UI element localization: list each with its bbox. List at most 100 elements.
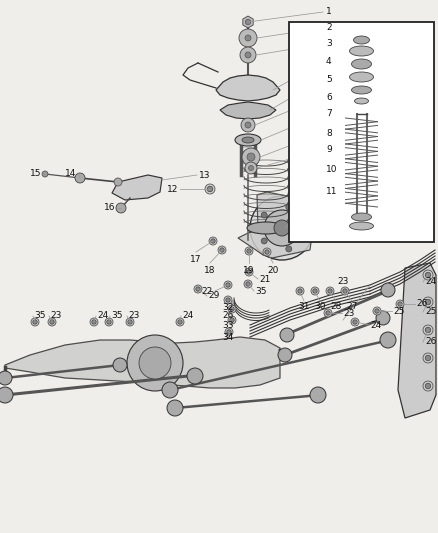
Ellipse shape [350,72,374,82]
Circle shape [278,348,292,362]
Circle shape [176,318,184,326]
Circle shape [194,285,202,293]
Circle shape [205,184,215,194]
Circle shape [274,220,290,236]
Circle shape [423,353,433,363]
Circle shape [280,328,294,342]
Circle shape [245,162,257,174]
Text: 35: 35 [111,311,123,320]
Circle shape [301,225,307,231]
Circle shape [162,382,178,398]
Circle shape [228,316,236,324]
Circle shape [245,35,251,41]
Text: 14: 14 [65,168,76,177]
Circle shape [90,318,98,326]
Circle shape [353,320,357,324]
Polygon shape [5,337,280,388]
Circle shape [373,307,381,315]
Circle shape [113,358,127,372]
Text: 22: 22 [202,287,213,295]
Circle shape [296,287,304,295]
Circle shape [324,309,332,317]
Text: 27: 27 [346,302,358,311]
Text: 26: 26 [416,300,427,309]
Circle shape [264,210,300,246]
Circle shape [425,327,431,333]
Circle shape [247,249,251,253]
Text: 2: 2 [326,23,332,33]
Polygon shape [220,102,276,119]
Circle shape [139,347,171,379]
Circle shape [228,305,236,313]
Circle shape [224,296,232,304]
Circle shape [48,318,56,326]
Circle shape [0,371,12,385]
Circle shape [328,289,332,293]
Text: 26: 26 [223,311,234,320]
Text: 31: 31 [298,302,310,311]
Circle shape [380,332,396,348]
Text: 1: 1 [326,7,332,17]
Circle shape [241,118,255,132]
Circle shape [0,387,13,403]
Circle shape [127,335,183,391]
Circle shape [220,248,224,252]
Text: 3: 3 [326,39,332,49]
Circle shape [425,272,431,278]
Circle shape [263,248,271,256]
Circle shape [396,300,404,308]
Ellipse shape [353,36,370,44]
Circle shape [247,270,251,274]
Text: 12: 12 [166,184,178,193]
Circle shape [92,320,96,324]
Ellipse shape [352,213,371,221]
Circle shape [261,212,267,218]
Circle shape [230,307,234,311]
Text: 5: 5 [326,75,332,84]
Text: 23: 23 [343,309,354,318]
Circle shape [423,325,433,335]
Circle shape [244,280,252,288]
Text: 26: 26 [425,337,436,346]
Circle shape [207,186,213,192]
Text: 23: 23 [128,311,139,320]
Text: 24: 24 [97,311,108,320]
Circle shape [196,287,200,291]
Circle shape [245,19,251,25]
Circle shape [376,311,390,325]
Ellipse shape [354,98,368,104]
Text: 35: 35 [255,287,266,295]
Text: 21: 21 [259,274,270,284]
Text: 24: 24 [182,311,193,320]
Polygon shape [238,192,314,258]
Text: 10: 10 [326,166,338,174]
Text: 9: 9 [326,146,332,155]
Text: 33: 33 [223,320,234,329]
Circle shape [298,289,302,293]
Circle shape [246,282,250,286]
Circle shape [240,47,256,63]
Text: 16: 16 [103,204,115,213]
Circle shape [313,289,317,293]
Text: 11: 11 [326,187,338,196]
Polygon shape [243,16,253,28]
Ellipse shape [350,222,374,230]
Text: 19: 19 [243,266,255,275]
Text: 20: 20 [267,266,279,275]
Circle shape [343,289,347,293]
Circle shape [226,298,230,302]
Circle shape [250,196,314,260]
Circle shape [311,287,319,295]
Ellipse shape [247,222,285,234]
Ellipse shape [235,134,261,146]
Circle shape [239,29,257,47]
Circle shape [261,238,267,244]
Ellipse shape [350,46,374,56]
Text: 8: 8 [326,128,332,138]
Ellipse shape [352,86,371,94]
Circle shape [326,287,334,295]
Circle shape [114,178,122,186]
Circle shape [224,281,232,289]
Circle shape [230,318,234,322]
Circle shape [209,237,217,245]
